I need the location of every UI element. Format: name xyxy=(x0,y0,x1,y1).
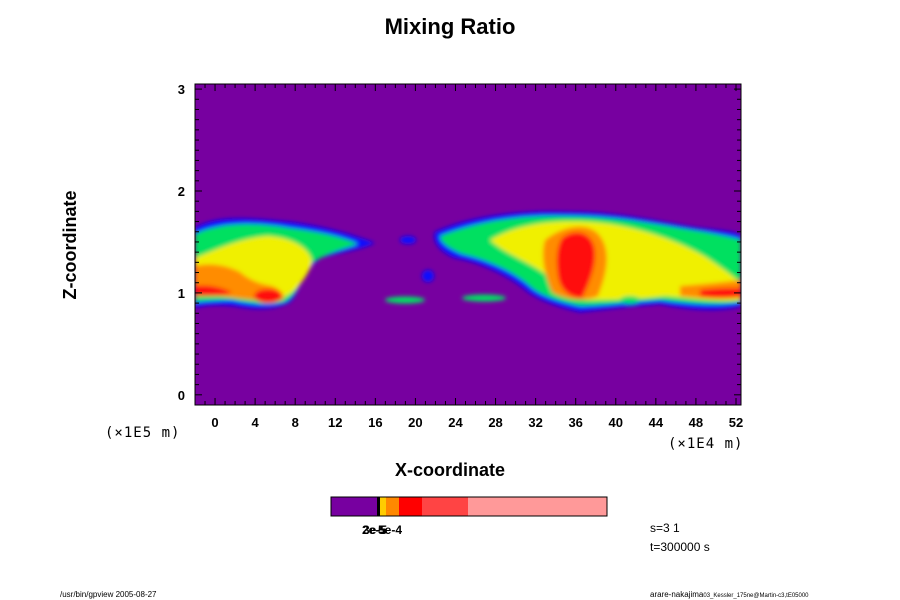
y-tick-label: 0 xyxy=(178,388,185,403)
colorbar-segment xyxy=(331,497,377,516)
x-tick-label: 40 xyxy=(609,415,623,430)
colorbar-label-3: 5e-4 xyxy=(378,523,403,537)
cloud-right-red xyxy=(556,232,596,298)
axis-ticks xyxy=(194,84,741,406)
colorbar-segment xyxy=(468,497,607,516)
x-tick-label: 44 xyxy=(649,415,664,430)
colorbar-segment xyxy=(399,497,422,516)
footer-left: /usr/bin/gpview 2005-08-27 xyxy=(60,590,157,599)
x-tick-label: 8 xyxy=(292,415,299,430)
colorbar-segment xyxy=(377,497,380,516)
y-unit-label: (×1E5 m) xyxy=(105,425,181,441)
x-tick-label: 20 xyxy=(408,415,422,430)
colorbar xyxy=(331,497,607,516)
footer-right-main: arare-nakajima xyxy=(650,590,704,599)
y-tick-label: 2 xyxy=(178,184,185,199)
cloud-left-red xyxy=(195,285,232,296)
cloud-bit-3 xyxy=(400,236,416,244)
cloud-bit-5 xyxy=(620,296,640,304)
x-tick-label: 36 xyxy=(568,415,582,430)
x-tick-label: 48 xyxy=(689,415,703,430)
x-tick-label: 52 xyxy=(729,415,743,430)
colorbar-segment xyxy=(422,497,468,516)
x-tick-label: 0 xyxy=(211,415,218,430)
x-tick-label: 12 xyxy=(328,415,342,430)
y-tick-label: 3 xyxy=(178,82,185,97)
cloud-left-red-2 xyxy=(254,289,282,303)
x-axis-label: X-coordinate xyxy=(394,460,505,480)
y-tick-label: 1 xyxy=(178,286,185,301)
cloud-bit-2 xyxy=(462,294,506,302)
colorbar-label-1: 2e-5 xyxy=(362,523,387,537)
annotation-s: s=3 1 xyxy=(650,521,680,535)
cloud-bit-1 xyxy=(385,296,425,304)
chart-title: Mixing Ratio xyxy=(384,14,516,39)
colorbar-segment xyxy=(386,497,399,516)
cloud-right-red-2 xyxy=(700,288,741,298)
colorbar-label-2: 3e-5 xyxy=(363,523,388,537)
x-tick-label: 4 xyxy=(251,415,259,430)
colorbar-segment xyxy=(380,497,386,516)
cloud-bit-4 xyxy=(422,270,434,282)
cloud-field xyxy=(195,211,741,312)
footer-right-small: 03_Kessler_175ne@Martin-c3,tE05000 xyxy=(703,593,809,599)
annotation-t: t=300000 s xyxy=(650,540,710,554)
x-tick-label: 16 xyxy=(368,415,382,430)
plot-frame xyxy=(194,83,742,406)
colorbar-frame xyxy=(330,496,608,517)
x-tick-label: 28 xyxy=(488,415,502,430)
y-axis-label: Z-coordinate xyxy=(60,190,80,300)
footer-right: arare-nakajima03_Kessler_175ne@Martin-c3… xyxy=(650,590,809,599)
x-tick-label: 24 xyxy=(448,415,463,430)
x-tick-label: 32 xyxy=(528,415,542,430)
x-unit-label: (×1E4 m) xyxy=(668,436,744,452)
